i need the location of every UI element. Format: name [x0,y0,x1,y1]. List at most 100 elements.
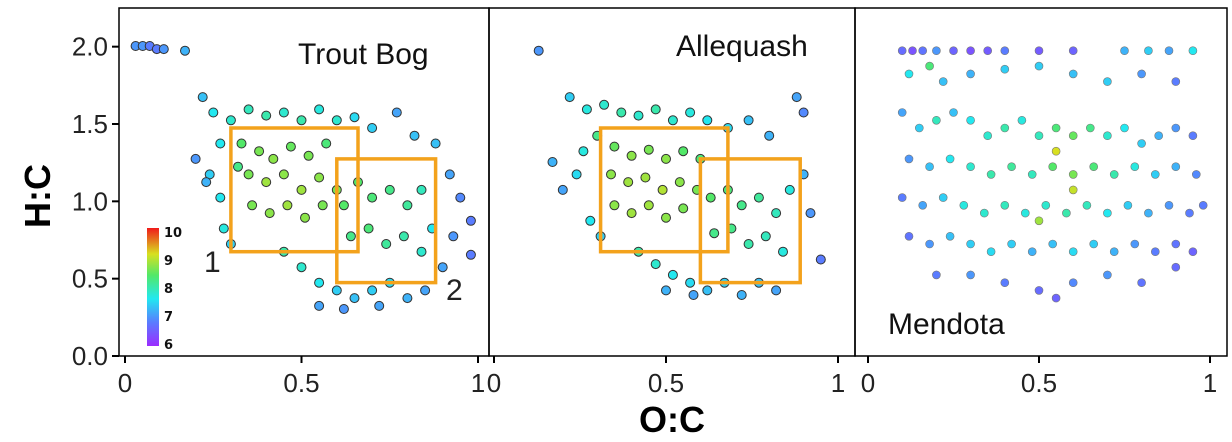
data-point [1089,162,1098,171]
data-point [784,184,795,195]
data-point [268,153,279,164]
data-point [633,110,644,121]
data-point [949,46,958,56]
data-point [331,115,342,126]
data-point [208,107,219,118]
data-point [278,169,289,180]
data-point [1007,239,1016,249]
data-point [897,46,907,56]
data-point [805,208,816,219]
data-point [650,259,661,270]
data-point [398,231,409,242]
data-point [938,193,948,202]
data-point [685,107,696,118]
data-point [314,104,325,115]
region-box-1 [229,126,360,254]
data-point [1171,239,1181,249]
data-point [1123,201,1133,210]
data-point [1000,201,1010,210]
panel-frame-mendota [854,7,1228,357]
data-point [1048,162,1057,171]
data-point [1068,170,1078,179]
data-point [932,270,941,280]
data-point [1137,139,1146,148]
data-point [966,162,975,171]
panel-title-mendota: Mendota [888,308,1005,341]
data-point [1027,247,1037,256]
colorbar-label: 7 [164,310,173,325]
data-point [384,184,395,195]
data-point [317,200,328,211]
data-point [225,115,236,126]
y-tick-label: 1.5 [72,109,108,139]
colorbar-label: 9 [164,254,173,269]
data-point [609,141,620,152]
data-point [557,184,568,195]
data-point [1068,69,1078,79]
data-point [1188,131,1198,140]
data-point [278,107,289,118]
data-point [1000,64,1010,74]
data-point [465,249,476,260]
data-point [303,150,314,161]
data-point [918,201,928,210]
data-point [606,169,616,180]
data-point [367,192,378,203]
data-point [158,44,169,55]
data-point [979,208,989,218]
data-point [201,177,212,188]
data-point [657,184,668,195]
data-point [1164,201,1174,210]
data-point [391,107,402,118]
data-point [448,231,459,242]
data-point [623,177,634,188]
data-point [1068,131,1078,140]
x-tick-label: 0.5 [1021,368,1057,398]
data-point [709,228,720,239]
data-point [897,193,907,202]
data-point [925,239,934,249]
data-point [1151,247,1160,256]
data-point [599,99,610,110]
data-point [1034,46,1044,56]
data-point [1198,201,1208,210]
data-point [685,277,696,288]
panel-title-trout-bog: Trout Bog [298,38,429,71]
data-point [374,300,385,311]
data-point [791,92,802,103]
data-point [626,150,637,161]
y-axis-title: H:C [17,164,58,228]
data-point [455,192,466,203]
data-point [578,146,589,157]
data-point [1034,286,1044,295]
data-point [1188,247,1198,256]
y-tick-label: 1.0 [72,186,108,216]
data-point [1120,123,1129,133]
colorbar-label: 8 [164,282,173,297]
data-point [702,285,713,296]
data-point [1109,170,1119,179]
colorbar-label: 10 [164,226,182,241]
data-point [771,285,782,296]
data-point [688,290,699,300]
data-point [1082,201,1092,210]
data-point [416,246,427,257]
data-point [465,215,476,226]
data-point [667,115,678,126]
data-point [966,116,975,125]
y-tick-label: 0.5 [72,264,108,294]
data-point [1154,131,1163,140]
data-point [430,138,441,149]
data-point [285,141,296,152]
data-point [908,46,917,56]
data-point [815,254,826,265]
data-point [643,200,654,211]
data-point [416,184,427,195]
data-point [1144,46,1153,56]
data-point [904,154,914,164]
data-point [1017,116,1027,125]
data-point [296,115,307,126]
data-point [966,239,975,249]
data-point [367,123,378,133]
